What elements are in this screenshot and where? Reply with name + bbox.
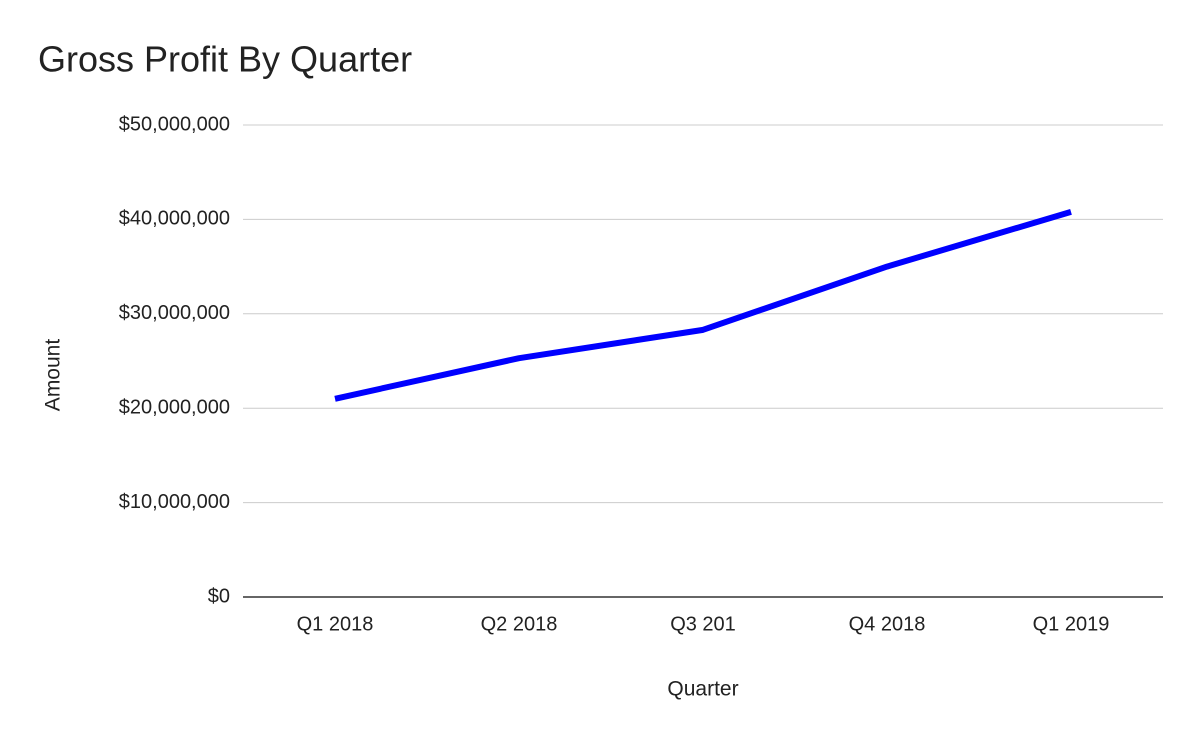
x-axis-title: Quarter (667, 678, 738, 701)
y-tick-label: $40,000,000 (119, 208, 230, 230)
y-tick-label: $10,000,000 (119, 491, 230, 513)
x-tick-label: Q2 2018 (481, 613, 558, 635)
y-axis-title: Amount (42, 339, 65, 412)
x-tick-label: Q1 2018 (297, 613, 374, 635)
y-tick-label: $50,000,000 (119, 113, 230, 135)
line-series (334, 208, 1072, 402)
y-tick-label: $20,000,000 (119, 396, 230, 418)
y-tick-label: $0 (208, 585, 230, 607)
y-tick-label: $30,000,000 (119, 302, 230, 324)
x-tick-label: Q4 2018 (849, 613, 926, 635)
x-tick-label: Q1 2019 (1033, 613, 1110, 635)
x-tick-label: Q3 201 (670, 613, 736, 635)
chart-title: Gross Profit By Quarter (38, 39, 412, 80)
